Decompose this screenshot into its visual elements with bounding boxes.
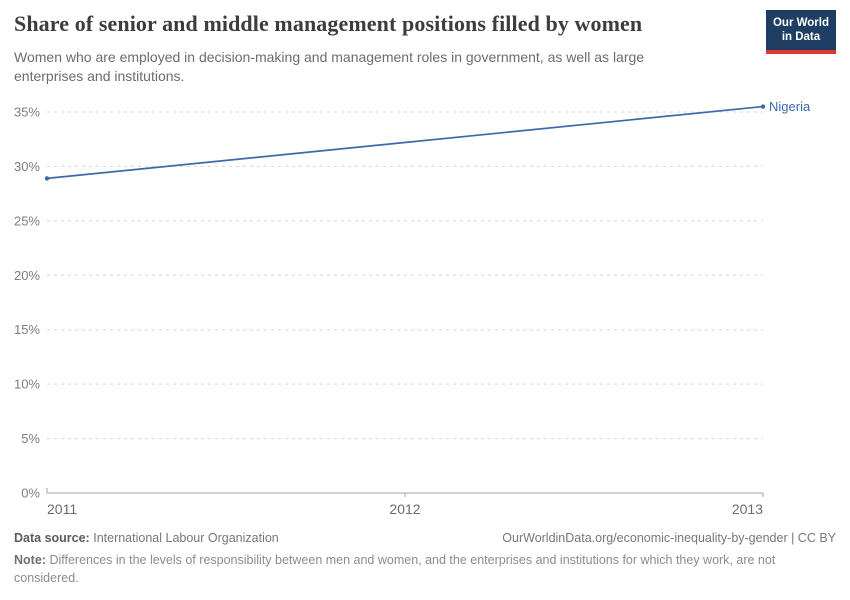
owid-logo-line2: in Data [781,31,821,44]
x-tick-label-2011: 2011 [47,501,77,517]
series-label-nigeria[interactable]: Nigeria [769,98,811,114]
y-tick-label: 25% [14,213,40,228]
y-tick-label: 5% [21,431,40,446]
y-tick-label: 10% [14,377,40,392]
y-tick-label: 20% [14,268,40,283]
y-tick-label: 35% [14,105,40,120]
data-source-value: International Labour Organization [93,531,279,545]
owid-logo[interactable]: Our World in Data [765,10,836,54]
data-point [44,176,50,181]
note: Note: Differences in the levels of respo… [14,551,819,587]
data-source-label: Data source: [14,531,90,545]
note-text: Differences in the levels of responsibil… [14,553,776,586]
chart-subtitle: Women who are employed in decision-makin… [14,49,645,85]
y-tick-label: 15% [14,322,40,337]
data-source: Data source: International Labour Organi… [14,531,279,545]
note-label: Note: [14,553,46,567]
line-chart: 0% 5% 10% 15% 20% 25% 30% 35% 2011 2012 2013 Niger… [14,98,811,517]
y-tick-label: 0% [21,486,40,501]
attribution-link[interactable]: OurWorldinData.org/economic-inequality-b… [502,531,836,545]
data-point [760,104,766,109]
page-title: Share of senior and middle management po… [14,11,643,36]
chart-footer: Data source: International Labour Organi… [14,531,836,587]
trend-line-nigeria[interactable] [46,105,764,180]
chart-canvas: 0% 5% 10% 15% 20% 25% 30% 35% 2011 2012 2013 [14,104,766,517]
owid-logo-line1: Our World [772,17,829,29]
x-tick-label-2013: 2013 [732,501,763,517]
x-tick-label-2012: 2012 [389,501,420,517]
y-tick-label: 30% [14,159,40,174]
